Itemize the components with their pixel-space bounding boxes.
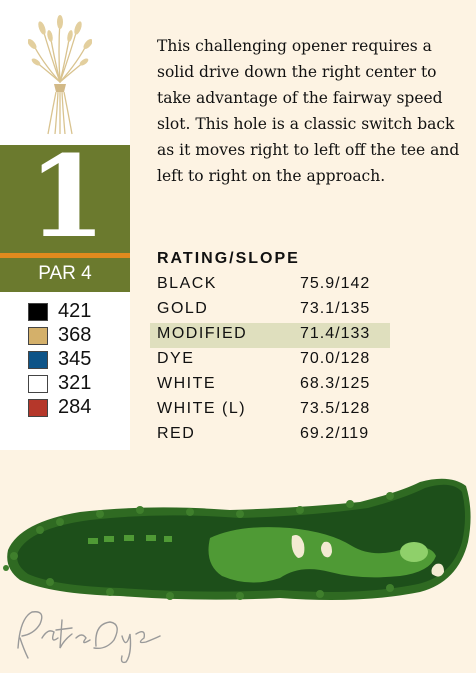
yardage-value: 321 [58, 372, 92, 394]
rating-slope-table: BLACK 75.9/142 GOLD 73.1/135 MODIFIED 71… [150, 273, 390, 448]
tee-box [124, 535, 134, 541]
bunker [321, 541, 332, 558]
yardage-list: 421 368 345 321 284 [28, 300, 91, 420]
rating-row-white: WHITE 68.3/125 [150, 373, 390, 398]
bunker [431, 563, 444, 577]
yardage-value: 345 [58, 348, 92, 370]
rating-row-modified: MODIFIED 71.4/133 [150, 323, 390, 348]
rating-value: 68.3/125 [300, 375, 371, 392]
yardage-row-blue: 345 [28, 348, 91, 371]
bunker [291, 535, 305, 558]
hole-description: This challenging opener requires a solid… [157, 37, 460, 185]
yardage-row-white: 321 [28, 372, 91, 395]
rating-row-gold: GOLD 73.1/135 [150, 298, 390, 323]
rating-tee: DYE [157, 350, 195, 367]
accent-strip [0, 253, 130, 258]
rating-row-white-l: WHITE (L) 73.5/128 [150, 398, 390, 423]
rating-value: 73.5/128 [300, 400, 371, 417]
rating-tee: BLACK [157, 275, 217, 292]
tee-box [146, 535, 156, 541]
fairway [208, 527, 436, 583]
tee-swatch-blue [28, 350, 48, 369]
designer-signature-icon [17, 611, 161, 664]
hole-map-illustration [3, 478, 471, 600]
rating-row-black: BLACK 75.9/142 [150, 273, 390, 298]
rating-value: 71.4/133 [300, 325, 371, 342]
wheat-sheaf-logo-icon [28, 15, 92, 135]
yardage-row-gold: 368 [28, 324, 91, 347]
rating-slope-title: RATING/SLOPE [157, 250, 300, 267]
par-box [0, 258, 130, 292]
tee-swatch-red [28, 398, 48, 417]
tee-box [88, 538, 98, 544]
hole-number-box [0, 145, 130, 253]
rating-value: 70.0/128 [300, 350, 371, 367]
yardage-row-black: 421 [28, 300, 91, 323]
rating-tee: WHITE [157, 375, 217, 392]
tee-swatch-black [28, 302, 48, 321]
rating-row-dye: DYE 70.0/128 [150, 348, 390, 373]
par-label: PAR 4 [38, 263, 92, 284]
hole-number: 1 [28, 132, 106, 263]
rating-value: 69.2/119 [300, 425, 370, 442]
tee-box [104, 536, 114, 542]
tee-swatch-gold [28, 326, 48, 345]
rating-row-red: RED 69.2/119 [150, 423, 390, 448]
rating-tee: GOLD [157, 300, 209, 317]
putting-green [400, 542, 428, 562]
tee-swatch-white [28, 374, 48, 393]
yardage-value: 421 [58, 300, 92, 322]
sidebar-panel: 1 PAR 4 421 368 345 321 284 [0, 0, 130, 450]
rating-value: 73.1/135 [300, 300, 371, 317]
yardage-value: 368 [58, 324, 92, 346]
rating-tee: RED [157, 425, 196, 442]
rating-tee: MODIFIED [157, 325, 248, 342]
yardage-row-red: 284 [28, 396, 91, 419]
rating-tee: WHITE (L) [157, 400, 247, 417]
tee-box [164, 536, 172, 542]
rating-value: 75.9/142 [300, 275, 371, 292]
yardage-value: 284 [58, 396, 92, 418]
